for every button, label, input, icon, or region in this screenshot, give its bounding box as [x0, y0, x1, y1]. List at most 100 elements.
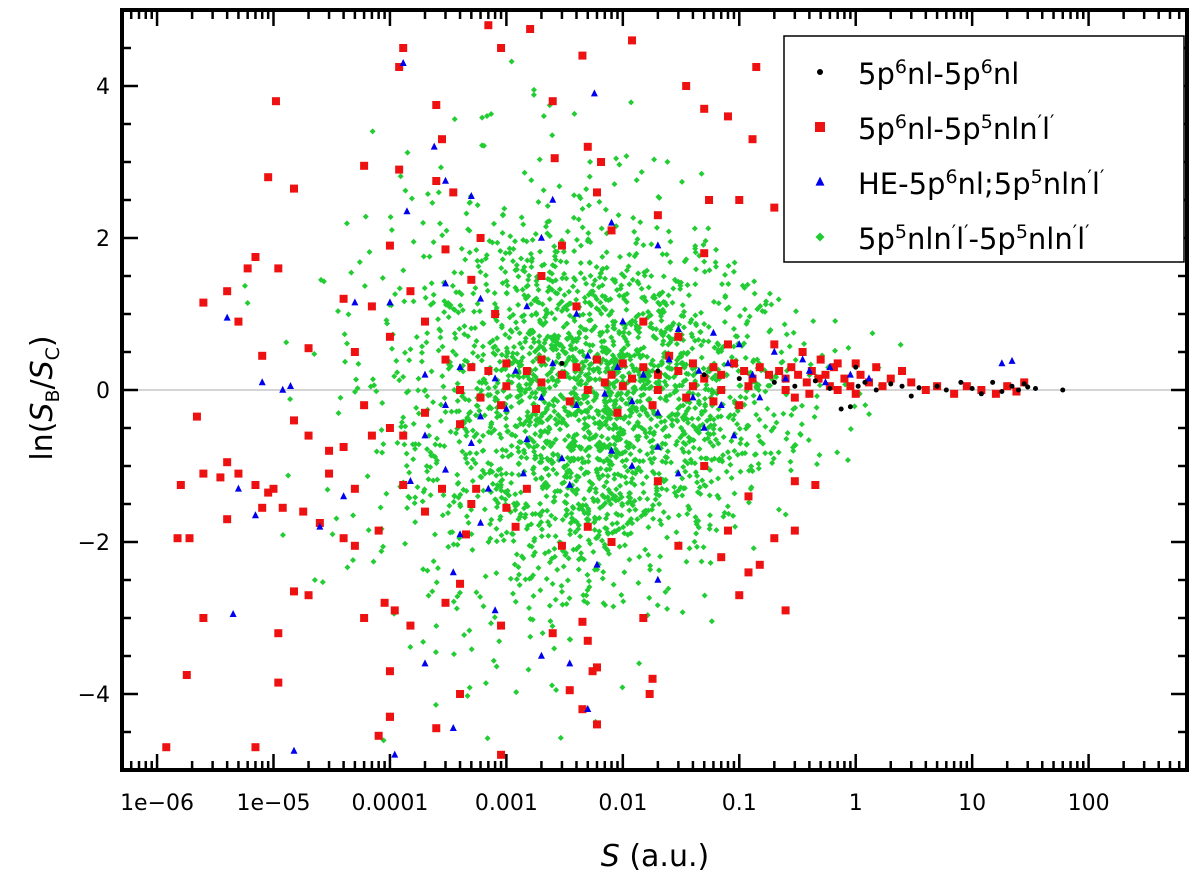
data-point [480, 142, 487, 149]
data-point [369, 376, 376, 383]
data-point [482, 573, 489, 580]
data-point [502, 496, 509, 503]
data-point [728, 354, 735, 361]
data-point [767, 450, 774, 457]
data-point [618, 359, 627, 368]
data-point [395, 63, 404, 71]
data-point [493, 663, 500, 670]
data-point [612, 276, 619, 283]
data-point [567, 636, 574, 643]
data-point [749, 370, 757, 378]
data-point [643, 267, 650, 274]
data-point [646, 385, 653, 392]
data-point [708, 618, 715, 625]
data-point [606, 425, 613, 432]
data-point [494, 335, 501, 342]
data-point [474, 493, 481, 500]
data-point [552, 533, 559, 540]
data-point [434, 476, 441, 483]
data-point [587, 485, 594, 492]
data-point [513, 262, 520, 269]
data-point [573, 431, 580, 438]
data-point [656, 517, 663, 524]
data-point [619, 396, 626, 403]
data-point [488, 111, 495, 118]
data-point [477, 518, 485, 526]
data-point [543, 575, 550, 582]
data-point [606, 466, 613, 473]
data-point [522, 576, 529, 583]
data-point [415, 410, 422, 417]
data-point [380, 598, 389, 607]
data-point [523, 302, 531, 310]
data-point [770, 424, 777, 431]
data-point [360, 614, 369, 622]
data-point [533, 281, 540, 288]
data-point [406, 621, 415, 630]
data-point [645, 308, 652, 315]
data-point [447, 529, 454, 536]
data-point [601, 389, 609, 397]
data-point [223, 515, 232, 524]
data-point [735, 368, 742, 375]
data-point [489, 239, 496, 246]
data-point [615, 430, 622, 437]
data-point [692, 405, 699, 412]
data-point [603, 345, 610, 352]
data-point [704, 430, 711, 437]
data-point [561, 437, 568, 444]
data-point [543, 493, 550, 500]
data-point [673, 387, 680, 394]
data-point [519, 344, 526, 351]
data-point [770, 340, 779, 349]
data-point [459, 393, 466, 400]
data-point [642, 507, 649, 514]
axes: 1e−06 1e−05 0.0001 0.001 0.01 0.1 1 10 100−4−202… [78, 8, 1189, 816]
data-point [506, 334, 513, 341]
data-point [329, 531, 336, 538]
data-point [471, 342, 478, 349]
data-point [162, 743, 171, 752]
data-point [490, 349, 497, 356]
data-point [537, 651, 545, 659]
data-point [688, 382, 697, 391]
data-point [537, 393, 545, 401]
data-point [680, 402, 687, 409]
data-point [578, 550, 585, 557]
data-point [626, 319, 633, 326]
data-point [741, 340, 748, 347]
data-point [450, 541, 457, 548]
data-point [670, 285, 677, 292]
data-point [496, 638, 503, 645]
data-point [403, 462, 410, 469]
data-point [437, 164, 444, 171]
data-point [485, 459, 492, 466]
data-point [585, 428, 592, 435]
data-point [943, 387, 949, 393]
data-point [722, 294, 729, 301]
data-point [627, 356, 634, 363]
data-point [623, 439, 630, 446]
data-point [561, 419, 568, 426]
data-point [736, 376, 742, 382]
data-point [413, 404, 420, 411]
data-point [657, 553, 664, 560]
data-point [467, 500, 476, 508]
data-point [355, 360, 362, 367]
data-point [621, 324, 628, 331]
data-point [437, 334, 444, 341]
data-point [706, 267, 713, 274]
data-point [492, 496, 499, 503]
data-point [746, 313, 753, 320]
data-point [470, 456, 477, 463]
data-point [550, 154, 559, 163]
data-point [685, 434, 692, 441]
data-point [535, 338, 542, 345]
data-point [586, 259, 593, 266]
data-point [681, 258, 688, 265]
data-point [475, 263, 482, 270]
data-point [552, 596, 559, 603]
data-point [462, 256, 469, 263]
data-point [484, 484, 492, 492]
data-point [493, 472, 500, 479]
